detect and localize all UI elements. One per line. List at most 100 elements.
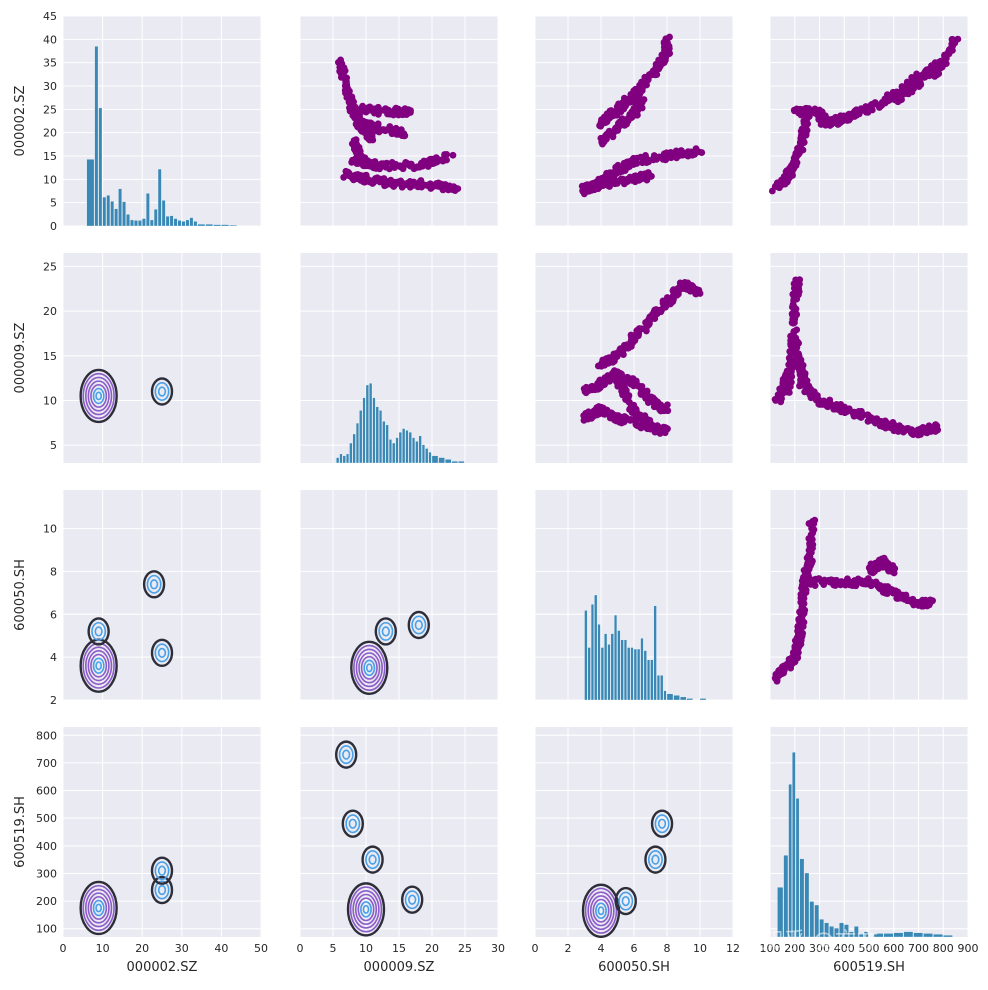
kde-contour [146,574,162,594]
kde-contour [357,897,375,922]
histogram-bar [854,926,859,938]
kde-contour [414,619,423,631]
scatter-point [385,165,393,173]
x-tick-label: 400 [834,942,855,955]
kde-contour [618,891,634,911]
scatter-point [801,575,809,583]
kde-contour [79,880,118,936]
histogram-bar [600,647,604,701]
kde-contour [157,386,167,397]
scatter-point [415,163,423,171]
histogram-bar [359,410,363,464]
scatter-point [449,151,457,159]
kde-contour [84,376,113,416]
histogram-bar [617,630,621,701]
kde-contour [154,861,170,881]
kde-contour [353,644,386,691]
y-tick-label: 2 [50,694,57,707]
scatter-point [698,149,706,156]
histogram-bar [372,397,376,464]
kde-contour [657,818,667,829]
scatter-point [696,290,704,297]
histogram-bar [142,218,146,227]
kde-contour [354,893,378,926]
histogram-bar [382,421,386,464]
scatter-point [869,581,876,588]
scatter-point [949,46,956,54]
scatter-point [890,569,898,577]
x-tick-label: 20 [425,942,439,955]
kde-contour [87,892,110,924]
histogram-bar [594,594,598,701]
histogram-bar [610,633,614,701]
histogram-bar [405,430,409,464]
kde-contour [654,814,670,834]
histogram-bar [395,437,399,464]
histogram-bar [118,188,122,227]
scatter-point [793,344,801,352]
histogram-bar [883,933,894,938]
kde-contour [335,740,358,769]
histogram-bar [913,932,923,938]
panel-600050-sh-vs-600519-sh [769,490,969,701]
scatter-point [667,154,675,162]
histogram-bar [165,216,170,227]
histogram-bar [418,435,422,464]
kde-contour [365,663,373,673]
histogram-bar [633,648,637,701]
x-tick-label: 2 [565,942,572,955]
x-tick-label: 0 [532,942,539,955]
pairplot-root: 051015202530354045000002.SZ5101520250000… [13,10,979,975]
histogram-bar [398,432,402,464]
histogram-bar [584,610,588,701]
kde-contour [84,888,113,928]
kde-contour [407,610,430,640]
scatter-point [923,601,931,609]
histogram-bar [149,219,154,227]
kde-contour [650,809,674,838]
histogram-bar [346,453,350,464]
y-tick-label: 5 [50,197,57,210]
panel-000002-sz-vs-600050-sh [534,15,734,227]
scatter-point [661,37,669,45]
kde-contour [365,850,381,870]
histogram-bar [388,439,392,464]
x-axis-label: 600050.SH [598,960,670,975]
scatter-point [948,36,956,43]
histogram-bar [597,624,601,701]
scatter-point [954,35,962,43]
kde-contour [614,886,637,916]
x-tick-label: 10 [693,942,707,955]
histogram-bar [627,647,631,701]
histogram-bar [153,209,158,227]
histogram-bar [699,698,707,701]
y-tick-label: 10 [43,523,57,536]
histogram-bar [587,647,591,701]
kde-contour [82,884,115,932]
kde-contour [408,894,417,905]
histogram-bar [844,924,849,938]
histogram-bar [421,444,425,464]
histogram-bar [339,453,343,464]
histogram-bar [213,224,221,227]
histogram-bar [181,221,186,227]
panel-000002-sz-vs-000002-sz [62,15,262,227]
histogram-bar [686,698,693,701]
histogram-bar [795,798,800,938]
panel-600519-sh-vs-600050-sh [534,727,734,938]
kde-contour [154,382,170,401]
kde-contour [352,889,380,929]
x-axis-label: 000009.SZ [364,960,435,975]
scatter-point [800,609,808,617]
histogram-bar [590,604,594,701]
kde-contour [363,659,376,677]
x-tick-label: 6 [631,942,638,955]
kde-contour [349,886,383,933]
histogram-bar [804,872,810,938]
kde-contour [90,896,108,920]
scatter-point [666,33,673,41]
scatter-point [633,160,641,167]
scatter-point [795,276,803,284]
x-tick-label: 20 [135,942,149,955]
y-tick-label: 500 [36,812,57,825]
